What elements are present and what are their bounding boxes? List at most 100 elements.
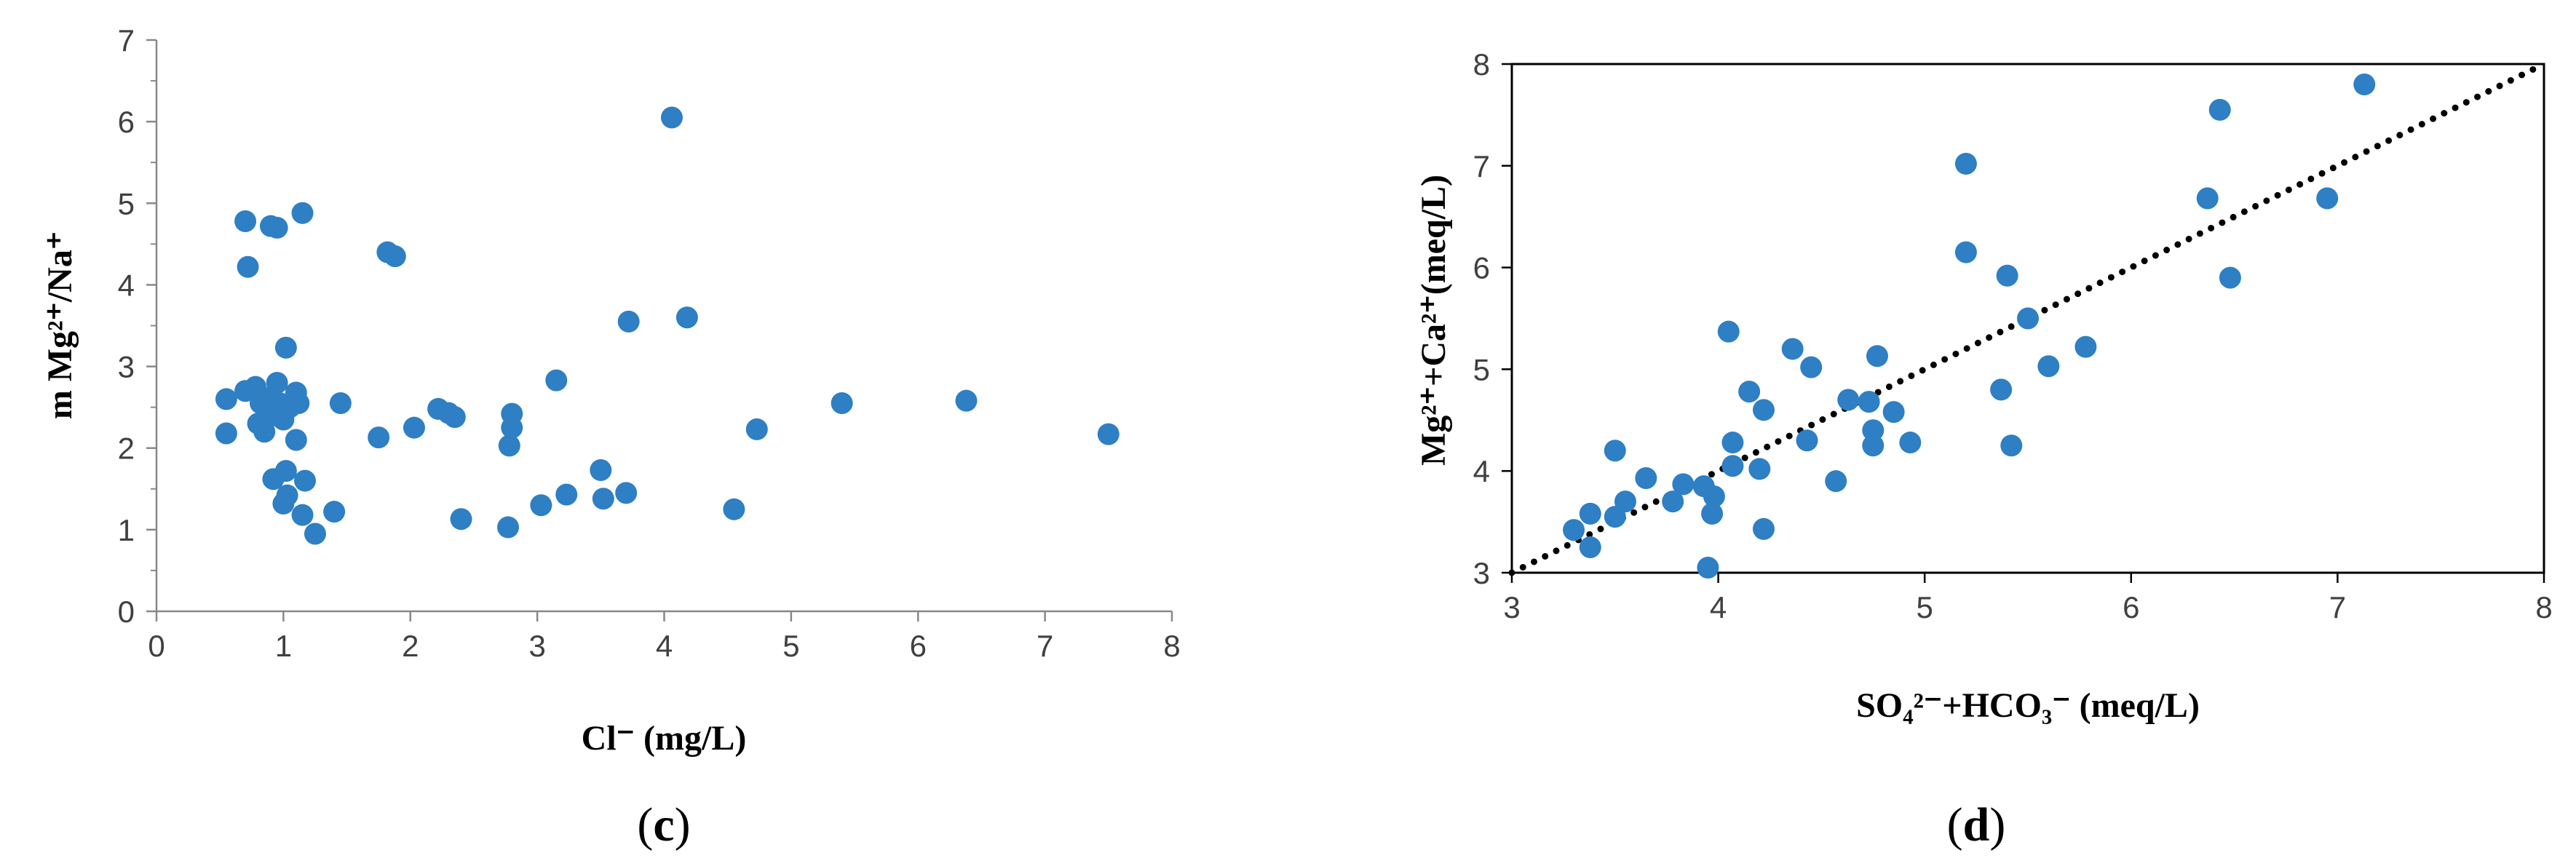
panel-label: (d): [1947, 798, 2006, 851]
data-point: [1635, 466, 1657, 489]
panel-letter: c: [653, 798, 674, 851]
data-point: [2316, 187, 2339, 210]
data-point: [1097, 423, 1119, 445]
x-tick-label: 8: [1163, 629, 1180, 663]
y-tick-label: 5: [118, 186, 135, 221]
x-tick-label: 4: [656, 629, 673, 663]
data-point: [1604, 440, 1626, 462]
data-point: [1837, 389, 1860, 411]
data-point: [368, 426, 390, 449]
data-point: [294, 469, 317, 492]
data-point: [1862, 434, 1885, 457]
data-point: [2208, 98, 2231, 121]
x-tick-label: 7: [2329, 590, 2346, 624]
data-point: [237, 255, 259, 278]
x-tick-label: 1: [275, 629, 292, 663]
data-point: [215, 388, 237, 410]
y-tick-label: 6: [1473, 251, 1490, 285]
y-tick-label: 3: [1473, 556, 1490, 590]
data-point: [545, 369, 568, 392]
data-point: [2000, 434, 2023, 457]
data-point: [660, 106, 683, 129]
data-point: [266, 372, 288, 394]
x-tick-label: 0: [148, 629, 165, 663]
y-tick-label: 6: [118, 105, 135, 139]
data-point: [1604, 506, 1626, 528]
data-point: [1825, 470, 1847, 493]
data-point: [501, 402, 523, 425]
data-point: [266, 216, 288, 239]
panel-letter: d: [1963, 798, 1990, 851]
x-tick-label: 3: [528, 629, 545, 663]
data-point: [1781, 338, 1804, 360]
data-point: [1752, 399, 1775, 421]
data-point: [1796, 429, 1818, 452]
data-point: [291, 504, 314, 526]
data-point: [1858, 391, 1880, 413]
x-tick-label: 5: [782, 629, 799, 663]
x-tick-label: 8: [2535, 590, 2552, 624]
data-point: [285, 429, 307, 451]
data-point: [1954, 153, 1977, 175]
x-tick-label: 7: [1037, 629, 1053, 663]
data-point: [2074, 335, 2097, 358]
x-tick-label: 2: [402, 629, 419, 663]
data-point: [1703, 485, 1725, 508]
data-point: [276, 484, 298, 507]
scatter-panel-c: 0 1 2 3 4 5 6 7 8 0 1 2 3 4 5 6 7 Cl⁻ (mg/L) m Mg²⁺/Na⁺ (c): [41, 23, 1181, 851]
y-tick-label: 2: [118, 432, 135, 466]
x-tick-label: 4: [1710, 590, 1727, 624]
x-tick-label: 3: [1503, 590, 1520, 624]
x-tick-label: 6: [910, 629, 927, 663]
data-point: [1738, 381, 1761, 403]
data-point: [592, 488, 614, 510]
y-tick-label: 3: [118, 350, 135, 384]
data-point: [831, 392, 853, 415]
y-tick-label: 5: [1473, 352, 1490, 386]
data-point: [1882, 401, 1905, 424]
data-point: [1800, 356, 1823, 378]
data-point: [615, 482, 638, 504]
data-point: [675, 306, 698, 329]
data-point: [530, 494, 552, 517]
x-axis-title: SO₄²⁻+HCO₃⁻ (meq/L): [1856, 686, 2200, 725]
data-point: [955, 389, 978, 412]
data-point: [497, 516, 520, 539]
data-point: [1752, 517, 1775, 540]
data-point: [1701, 502, 1724, 525]
data-point: [1662, 490, 1684, 513]
x-axis-title: Cl⁻ (mg/L): [582, 719, 747, 758]
data-point: [304, 523, 326, 545]
data-point: [323, 501, 346, 523]
data-point: [1990, 378, 2013, 401]
data-point: [1721, 455, 1744, 477]
scatter-panel-d: 3 4 5 6 7 8 3 4 5 6 7 8 SO₄²⁻+HCO₃⁻ (meq/L) Mg²⁺+Ca²⁺…: [1414, 47, 2553, 851]
x-tick-label: 5: [1917, 590, 1933, 624]
data-point: [288, 392, 310, 415]
data-point: [1697, 557, 1719, 579]
data-point: [617, 310, 640, 333]
y-axis-title: Mg²⁺+Ca²⁺(meq/L): [1414, 175, 1453, 466]
data-point: [1748, 458, 1771, 480]
data-point: [1721, 432, 1744, 454]
y-tick-label: 0: [118, 595, 135, 629]
data-point: [1563, 519, 1585, 541]
data-point: [1614, 490, 1636, 513]
data-point: [1954, 241, 1977, 263]
data-point: [274, 336, 297, 359]
data-point: [450, 508, 472, 531]
data-point: [1672, 473, 1695, 496]
y-tick-label: 1: [118, 513, 135, 547]
data-point: [1579, 502, 1601, 525]
data-point: [1899, 432, 1922, 454]
data-point: [1717, 320, 1740, 343]
data-point: [590, 458, 612, 481]
data-point: [403, 416, 425, 439]
data-point: [1996, 264, 2018, 287]
data-point: [723, 498, 745, 520]
data-point: [745, 418, 768, 440]
data-point: [274, 460, 297, 482]
data-point: [2037, 355, 2060, 378]
y-tick-label: 7: [118, 23, 135, 57]
